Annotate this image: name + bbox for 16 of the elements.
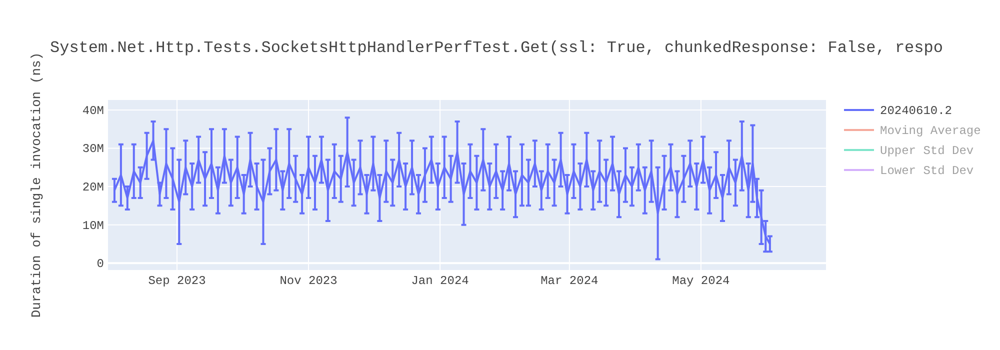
y-axis-title: Duration of single invocation (ns) — [29, 52, 44, 318]
y-tick-label: 30M — [82, 142, 104, 156]
x-tick-label: Jan 2024 — [411, 274, 469, 288]
legend-label: Upper Std Dev — [880, 144, 974, 158]
y-tick-label: 10M — [82, 218, 104, 233]
legend-label: Moving Average — [880, 124, 981, 138]
x-tick-label: Nov 2023 — [280, 274, 338, 288]
y-tick-label: 20M — [82, 180, 104, 195]
x-tick-label: Mar 2024 — [540, 274, 598, 288]
legend-label: Lower Std Dev — [880, 164, 974, 178]
y-tick-label: 40M — [82, 104, 104, 118]
x-tick-label: Sep 2023 — [148, 274, 206, 288]
y-tick-label: 0 — [96, 257, 104, 272]
legend-label: 20240610.2 — [880, 104, 952, 118]
chart-title: System.Net.Http.Tests.SocketsHttpHandlerPerfTest.Get(ssl: True, chunkedResponse: False, respo — [50, 39, 943, 57]
x-tick-label: May 2024 — [672, 274, 730, 288]
